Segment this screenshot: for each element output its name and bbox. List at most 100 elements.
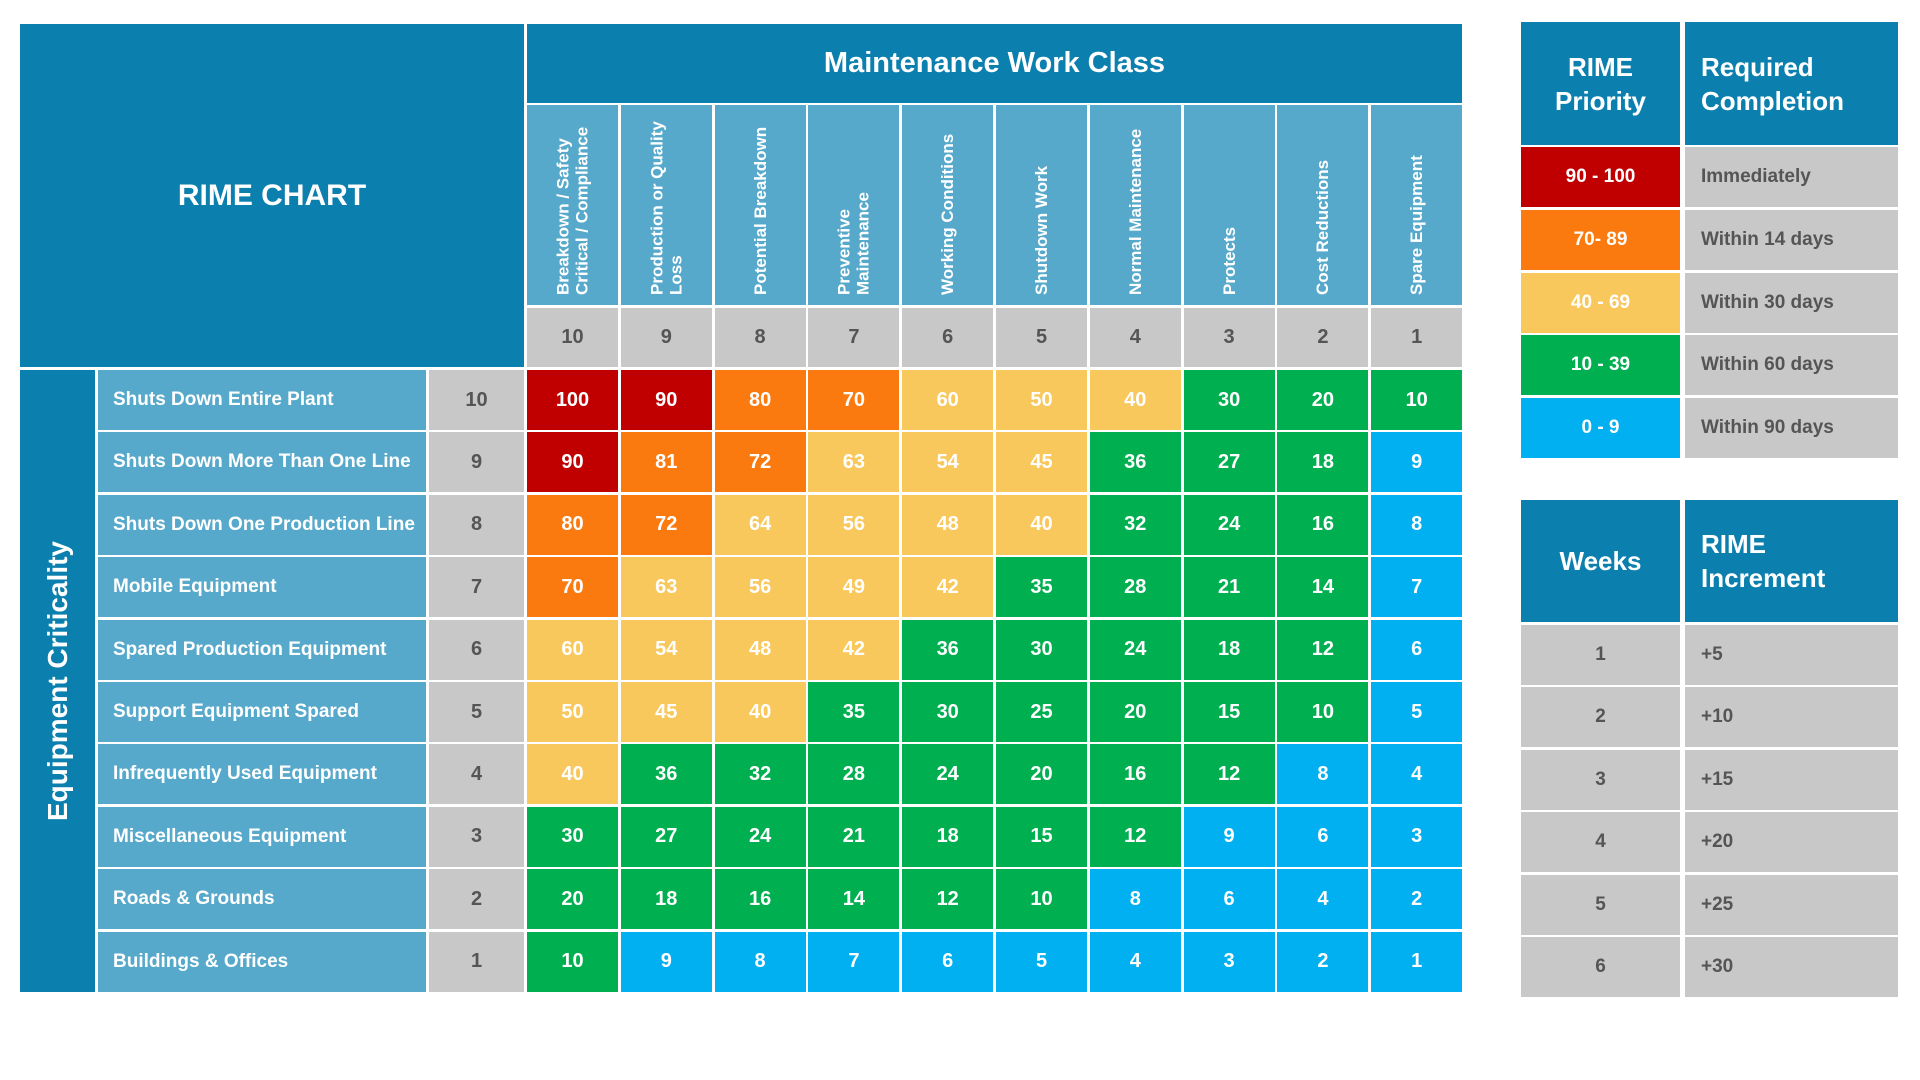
rime-cell: 35 [996,557,1087,618]
rime-cell: 54 [620,619,712,680]
rime-cell: 15 [1183,682,1275,742]
rime-cell: 18 [1183,619,1275,680]
rime-cell: 42 [902,557,994,618]
table-header: RIME Increment [1685,500,1898,622]
rime-cell: 32 [1089,494,1181,555]
rime-cell: 45 [996,432,1087,493]
priority-completion: Immediately [1685,147,1898,207]
column-header: Preventive Maintenance [808,105,900,305]
rime-cell: 8 [1277,744,1369,805]
increment-cell: +30 [1685,937,1898,997]
column-weight: 10 [527,308,618,367]
priority-range: 70- 89 [1521,209,1680,270]
priority-range: 0 - 9 [1521,398,1680,459]
row-label: Shuts Down One Production Line [98,494,426,555]
rime-cell: 6 [1277,806,1369,867]
rime-cell: 90 [527,432,618,493]
row-label: Mobile Equipment [98,557,426,618]
rime-cell: 14 [808,869,900,930]
rime-cell: 21 [808,806,900,867]
rime-cell: 10 [527,931,618,992]
table-header: RIME Priority [1521,22,1680,145]
rime-cell: 28 [1089,557,1181,618]
rime-cell: 12 [1089,806,1181,867]
chart-title: RIME CHART [20,24,524,367]
row-group-label: Equipment Criticality [41,540,73,822]
column-weight: 2 [1277,308,1369,367]
column-weight: 9 [620,308,712,367]
rime-cell: 2 [1371,869,1463,930]
rime-cell: 9 [620,931,712,992]
row-label: Support Equipment Spared [98,682,426,742]
rime-cell: 4 [1277,869,1369,930]
rime-cell: 70 [808,370,900,430]
rime-cell: 64 [714,494,806,555]
rime-cell: 4 [1371,744,1463,805]
rime-cell: 8 [714,931,806,992]
rime-cell: 60 [527,619,618,680]
rime-cell: 81 [620,432,712,493]
rime-cell: 18 [620,869,712,930]
rime-cell: 14 [1277,557,1369,618]
rime-cell: 50 [996,370,1087,430]
weeks-cell: 4 [1521,812,1680,873]
column-header: Spare Equipment [1371,105,1463,305]
weeks-cell: 5 [1521,874,1680,935]
row-weight: 6 [429,619,524,680]
row-weight: 2 [429,869,524,930]
rime-cell: 30 [1183,370,1275,430]
rime-cell: 15 [996,806,1087,867]
rime-cell: 27 [620,806,712,867]
row-label: Spared Production Equipment [98,619,426,680]
rime-cell: 63 [808,432,900,493]
rime-cell: 27 [1183,432,1275,493]
increment-cell: +25 [1685,874,1898,935]
column-weight: 4 [1089,308,1181,367]
rime-cell: 24 [1089,619,1181,680]
row-weight: 9 [429,432,524,493]
rime-cell: 3 [1371,806,1463,867]
rime-cell: 24 [902,744,994,805]
table-header: Required Completion [1685,22,1898,145]
increment-cell: +10 [1685,687,1898,748]
rime-cell: 56 [714,557,806,618]
rime-cell: 16 [1277,494,1369,555]
rime-cell: 16 [714,869,806,930]
increment-cell: +5 [1685,625,1898,685]
rime-cell: 72 [714,432,806,493]
rime-cell: 20 [996,744,1087,805]
rime-cell: 40 [1089,370,1181,430]
rime-cell: 3 [1183,931,1275,992]
rime-cell: 10 [996,869,1087,930]
column-group-title: Maintenance Work Class [527,24,1462,103]
rime-cell: 12 [902,869,994,930]
rime-cell: 1 [1371,931,1463,992]
rime-cell: 20 [1089,682,1181,742]
priority-range: 10 - 39 [1521,335,1680,396]
rime-cell: 18 [902,806,994,867]
rime-cell: 16 [1089,744,1181,805]
rime-cell: 20 [527,869,618,930]
weeks-cell: 2 [1521,687,1680,748]
rime-cell: 35 [808,682,900,742]
column-header: Production or Quality Loss [620,105,712,305]
rime-cell: 60 [902,370,994,430]
column-weight: 6 [902,308,994,367]
rime-cell: 49 [808,557,900,618]
rime-cell: 100 [527,370,618,430]
row-weight: 4 [429,744,524,805]
row-label: Miscellaneous Equipment [98,806,426,867]
rime-cell: 4 [1089,931,1181,992]
increment-cell: +20 [1685,812,1898,873]
rime-cell: 18 [1277,432,1369,493]
rime-cell: 63 [620,557,712,618]
priority-completion: Within 60 days [1685,335,1898,396]
rime-cell: 21 [1183,557,1275,618]
rime-cell: 10 [1371,370,1463,430]
rime-cell: 48 [714,619,806,680]
weeks-cell: 6 [1521,937,1680,997]
row-label: Infrequently Used Equipment [98,744,426,805]
weeks-cell: 3 [1521,749,1680,810]
rime-cell: 72 [620,494,712,555]
